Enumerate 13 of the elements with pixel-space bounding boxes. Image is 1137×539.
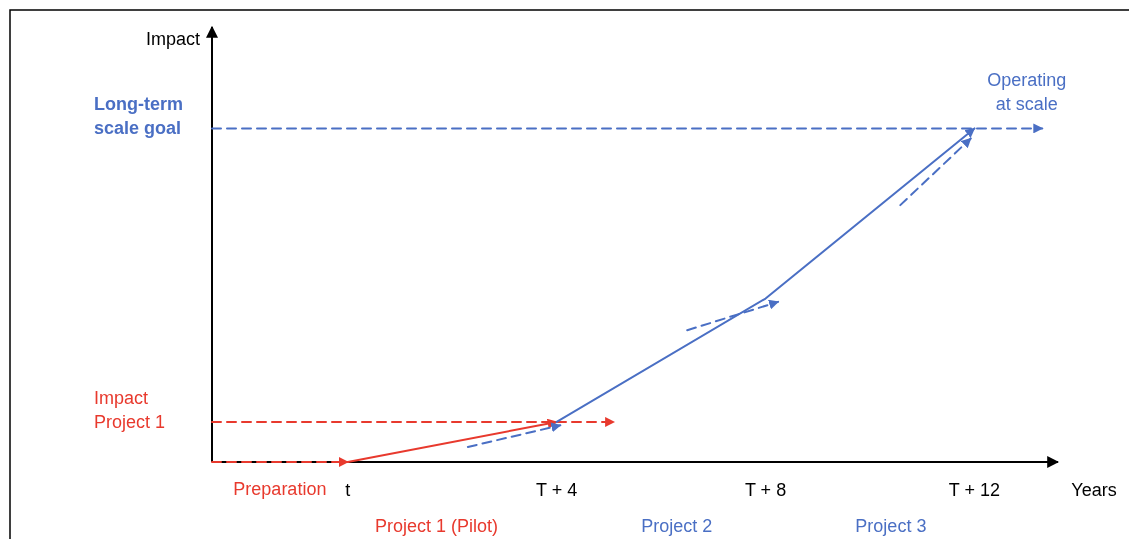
- text: Impact Project 1: [94, 387, 166, 432]
- x-tick-label: T + 8: [744, 480, 787, 500]
- x-tick-label: T + 12: [948, 480, 1001, 500]
- series-label: Long-term scale goal: [94, 94, 183, 139]
- series-label: Preparation: [233, 479, 327, 499]
- text: Project 3: [855, 516, 927, 536]
- text: Project 1 (Pilot): [375, 516, 499, 536]
- text: Project 2: [641, 516, 713, 536]
- y-axis-title: Impact: [145, 29, 200, 49]
- x-axis-title: Years: [1071, 480, 1117, 500]
- x-tick-label: t: [345, 480, 351, 500]
- annotation: Operating at scale: [987, 70, 1067, 115]
- x-tick-label: T + 4: [536, 480, 578, 500]
